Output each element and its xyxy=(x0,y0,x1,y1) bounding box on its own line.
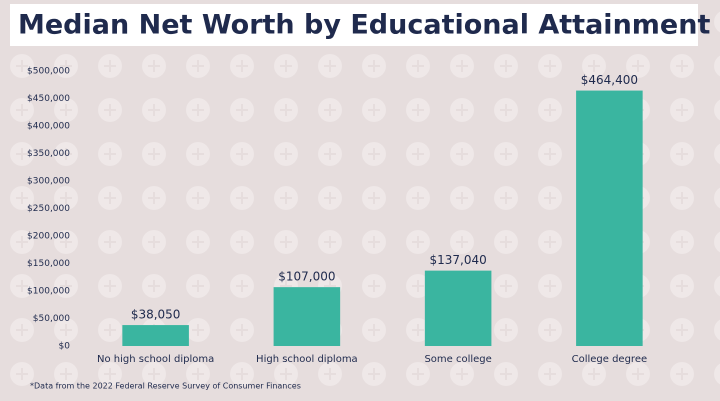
value-label: $38,050 xyxy=(131,308,181,322)
y-tick-label: $450,000 xyxy=(27,94,70,104)
x-tick-label: No high school diploma xyxy=(97,354,214,365)
title-band xyxy=(10,4,698,46)
y-tick-label: $500,000 xyxy=(27,67,70,77)
chart-title: Median Net Worth by Educational Attainme… xyxy=(18,10,710,41)
bar xyxy=(424,270,492,346)
y-tick-label: $0 xyxy=(59,342,71,352)
y-tick-label: $250,000 xyxy=(27,204,70,214)
y-tick-label: $350,000 xyxy=(27,149,70,159)
x-tick-label: College degree xyxy=(572,354,648,365)
bar xyxy=(273,287,341,346)
value-label: $137,040 xyxy=(429,253,486,267)
y-tick-label: $200,000 xyxy=(27,232,70,242)
y-tick-label: $150,000 xyxy=(27,259,70,269)
x-tick-label: High school diploma xyxy=(256,354,358,365)
x-tick-label: Some college xyxy=(424,354,491,365)
value-label: $464,400 xyxy=(581,73,638,87)
y-tick-label: $100,000 xyxy=(27,287,70,297)
footnote: *Data from the 2022 Federal Reserve Surv… xyxy=(30,382,301,391)
y-tick-label: $300,000 xyxy=(27,177,70,187)
bar xyxy=(122,325,189,346)
y-tick-label: $400,000 xyxy=(27,122,70,132)
bar xyxy=(576,90,643,346)
value-label: $107,000 xyxy=(278,270,335,284)
y-tick-label: $50,000 xyxy=(33,314,70,324)
